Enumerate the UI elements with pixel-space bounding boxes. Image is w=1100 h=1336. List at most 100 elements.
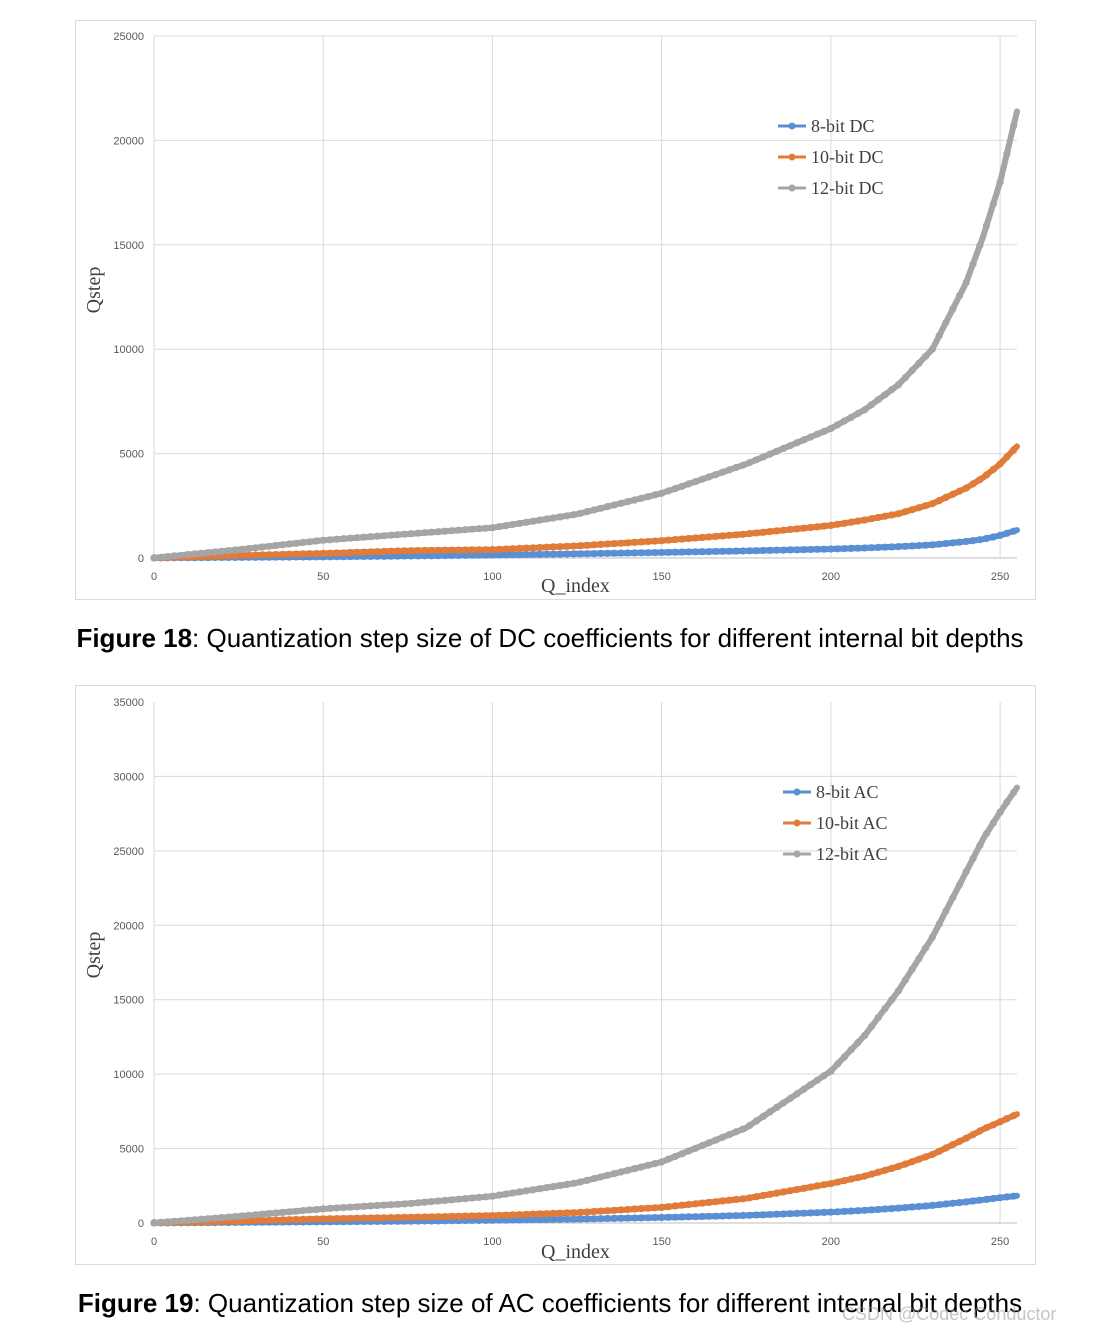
data-point: [556, 1181, 564, 1190]
data-point: [719, 1212, 727, 1220]
data-point: [590, 541, 598, 549]
data-point: [306, 1215, 314, 1223]
data-point: [793, 439, 801, 447]
data-point: [637, 494, 645, 502]
data-point: [719, 1197, 727, 1205]
data-point: [570, 550, 578, 558]
data-point: [739, 461, 747, 469]
data-point: [827, 545, 835, 553]
data-point: [583, 508, 591, 516]
data-point: [536, 1216, 544, 1224]
data-point: [1003, 1193, 1011, 1201]
data-point: [448, 546, 456, 554]
data-point: [698, 1212, 706, 1221]
legend-label: 12-bit DC: [811, 178, 884, 198]
data-point: [475, 1212, 483, 1220]
data-point: [427, 546, 436, 555]
data-point: [570, 1209, 578, 1217]
data-point: [502, 522, 510, 530]
data-point: [529, 550, 537, 559]
data-point: [861, 406, 869, 414]
data-point: [867, 1170, 876, 1178]
data-point: [847, 413, 855, 421]
data-point: [367, 533, 375, 541]
data-point: [163, 553, 172, 561]
data-point: [631, 538, 639, 546]
data-point: [969, 1131, 977, 1139]
data-point: [685, 534, 693, 543]
data-point: [705, 1198, 713, 1206]
data-point: [996, 808, 1004, 816]
data-point: [658, 489, 666, 497]
figure-caption-18: Figure 18: Quantization step size of DC …: [0, 623, 1100, 654]
data-point: [779, 1210, 788, 1218]
y-tick-label: 30000: [113, 771, 144, 783]
data-point: [360, 1202, 368, 1210]
x-tick-label: 250: [991, 571, 1009, 583]
data-point: [678, 535, 686, 543]
data-point: [793, 546, 801, 554]
data-point: [800, 1209, 808, 1217]
data-point: [346, 1214, 354, 1222]
data-point: [509, 545, 517, 553]
data-point: [807, 523, 815, 532]
y-tick-label: 35000: [113, 697, 144, 709]
data-point: [888, 543, 896, 551]
data-point: [786, 1187, 794, 1195]
data-point: [387, 531, 395, 539]
data-point: [766, 546, 774, 555]
x-tick-label: 0: [151, 571, 157, 583]
data-point: [488, 546, 496, 554]
data-point: [732, 547, 740, 555]
data-point: [529, 1216, 537, 1224]
data-point: [306, 538, 314, 546]
data-point: [779, 526, 788, 534]
data-point: [495, 551, 503, 559]
data-point: [292, 550, 300, 558]
data-point: [820, 427, 828, 435]
y-tick-label: 10000: [113, 1069, 144, 1081]
data-point: [204, 1215, 212, 1223]
data-point: [820, 1181, 828, 1189]
data-point: [495, 1191, 503, 1199]
data-point: [671, 485, 679, 493]
data-point: [197, 1215, 205, 1223]
y-tick-label: 15000: [113, 995, 144, 1007]
data-point: [610, 1170, 618, 1178]
data-point: [245, 551, 253, 559]
data-point: [434, 552, 442, 560]
data-point: [570, 1215, 578, 1223]
data-point: [509, 1211, 517, 1219]
series-markers: [150, 788, 1018, 1227]
data-point: [773, 447, 781, 455]
data-point: [292, 539, 300, 547]
data-point: [807, 1209, 815, 1217]
data-point: [807, 1183, 815, 1191]
data-point: [759, 1211, 767, 1219]
data-point: [285, 1208, 293, 1216]
data-point: [434, 528, 442, 536]
data-point: [543, 515, 551, 523]
x-axis-title: Q_index: [541, 575, 610, 597]
data-point: [610, 549, 618, 557]
data-point: [800, 436, 808, 444]
data-point: [888, 1164, 896, 1172]
data-point: [556, 1215, 564, 1223]
data-point: [434, 1197, 442, 1205]
data-point: [549, 1183, 557, 1191]
data-point: [238, 551, 246, 560]
data-point: [394, 552, 402, 560]
data-point: [1003, 529, 1011, 537]
x-tick-label: 100: [483, 571, 501, 583]
data-point: [529, 517, 537, 525]
data-point: [603, 503, 612, 511]
data-point: [874, 1205, 882, 1214]
data-point: [563, 1209, 571, 1217]
data-point: [935, 1201, 943, 1209]
x-tick-label: 100: [483, 1236, 501, 1248]
data-point: [901, 374, 909, 382]
data-point: [644, 1214, 652, 1222]
data-point: [394, 531, 402, 539]
data-point: [746, 547, 754, 555]
